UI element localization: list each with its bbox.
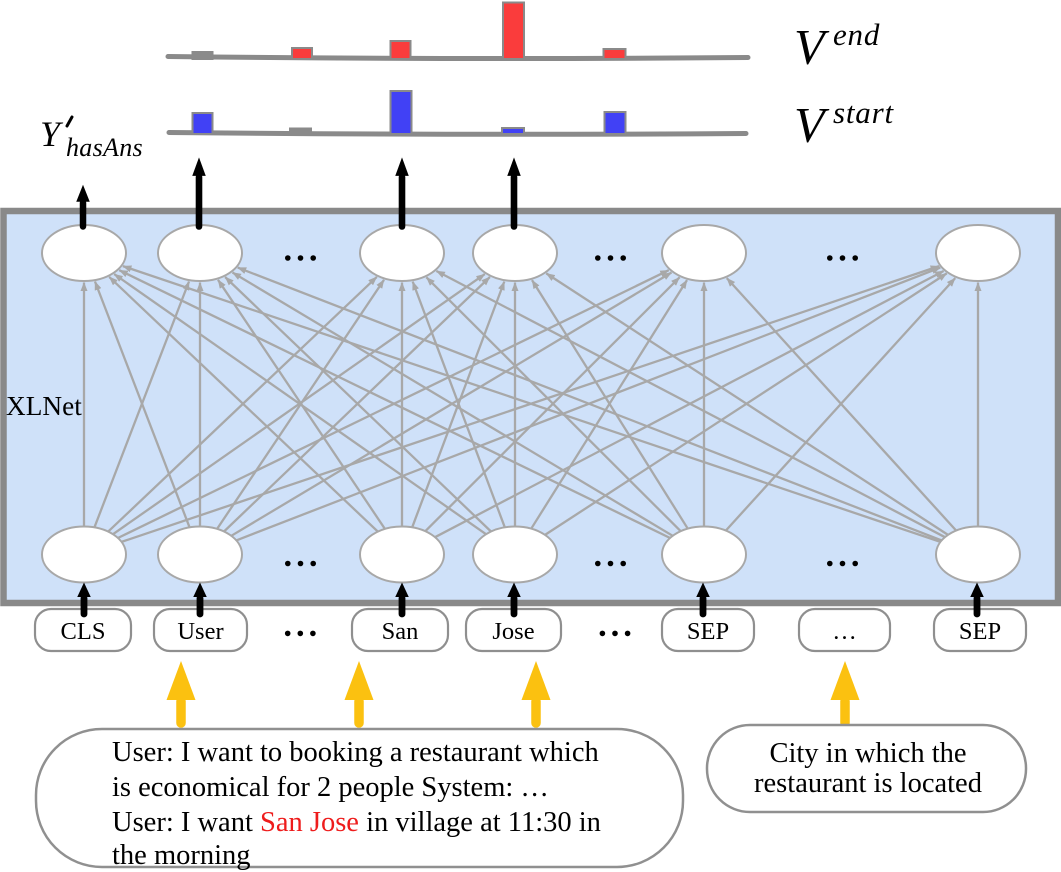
svg-text:User: I want San Jose in villa: User: I want San Jose in village at 11:3… — [112, 807, 601, 838]
svg-text:end: end — [833, 17, 880, 52]
svg-text:City in which the: City in which the — [769, 738, 966, 769]
svg-text:restaurant is located: restaurant is located — [754, 768, 982, 799]
svg-text:San: San — [382, 618, 419, 645]
svg-text:CLS: CLS — [61, 618, 106, 645]
svg-text:User: I want to booking a rest: User: I want to booking a restaurant whi… — [112, 737, 599, 768]
svg-text:XLNet: XLNet — [6, 391, 82, 421]
svg-text:V: V — [794, 97, 830, 153]
svg-text:V: V — [794, 19, 830, 75]
svg-text:SEP: SEP — [959, 618, 1001, 645]
svg-text:start: start — [833, 95, 894, 130]
svg-text:is economical for 2 people Sys: is economical for 2 people System: … — [112, 772, 549, 803]
svg-text:Jose: Jose — [492, 618, 534, 645]
svg-text:User: User — [177, 618, 223, 645]
svg-text:SEP: SEP — [687, 618, 729, 645]
svg-text:hasAns: hasAns — [66, 133, 143, 162]
svg-text:…: … — [832, 618, 857, 645]
svg-text:Y: Y — [40, 114, 64, 154]
svg-text:the morning: the morning — [112, 840, 251, 871]
